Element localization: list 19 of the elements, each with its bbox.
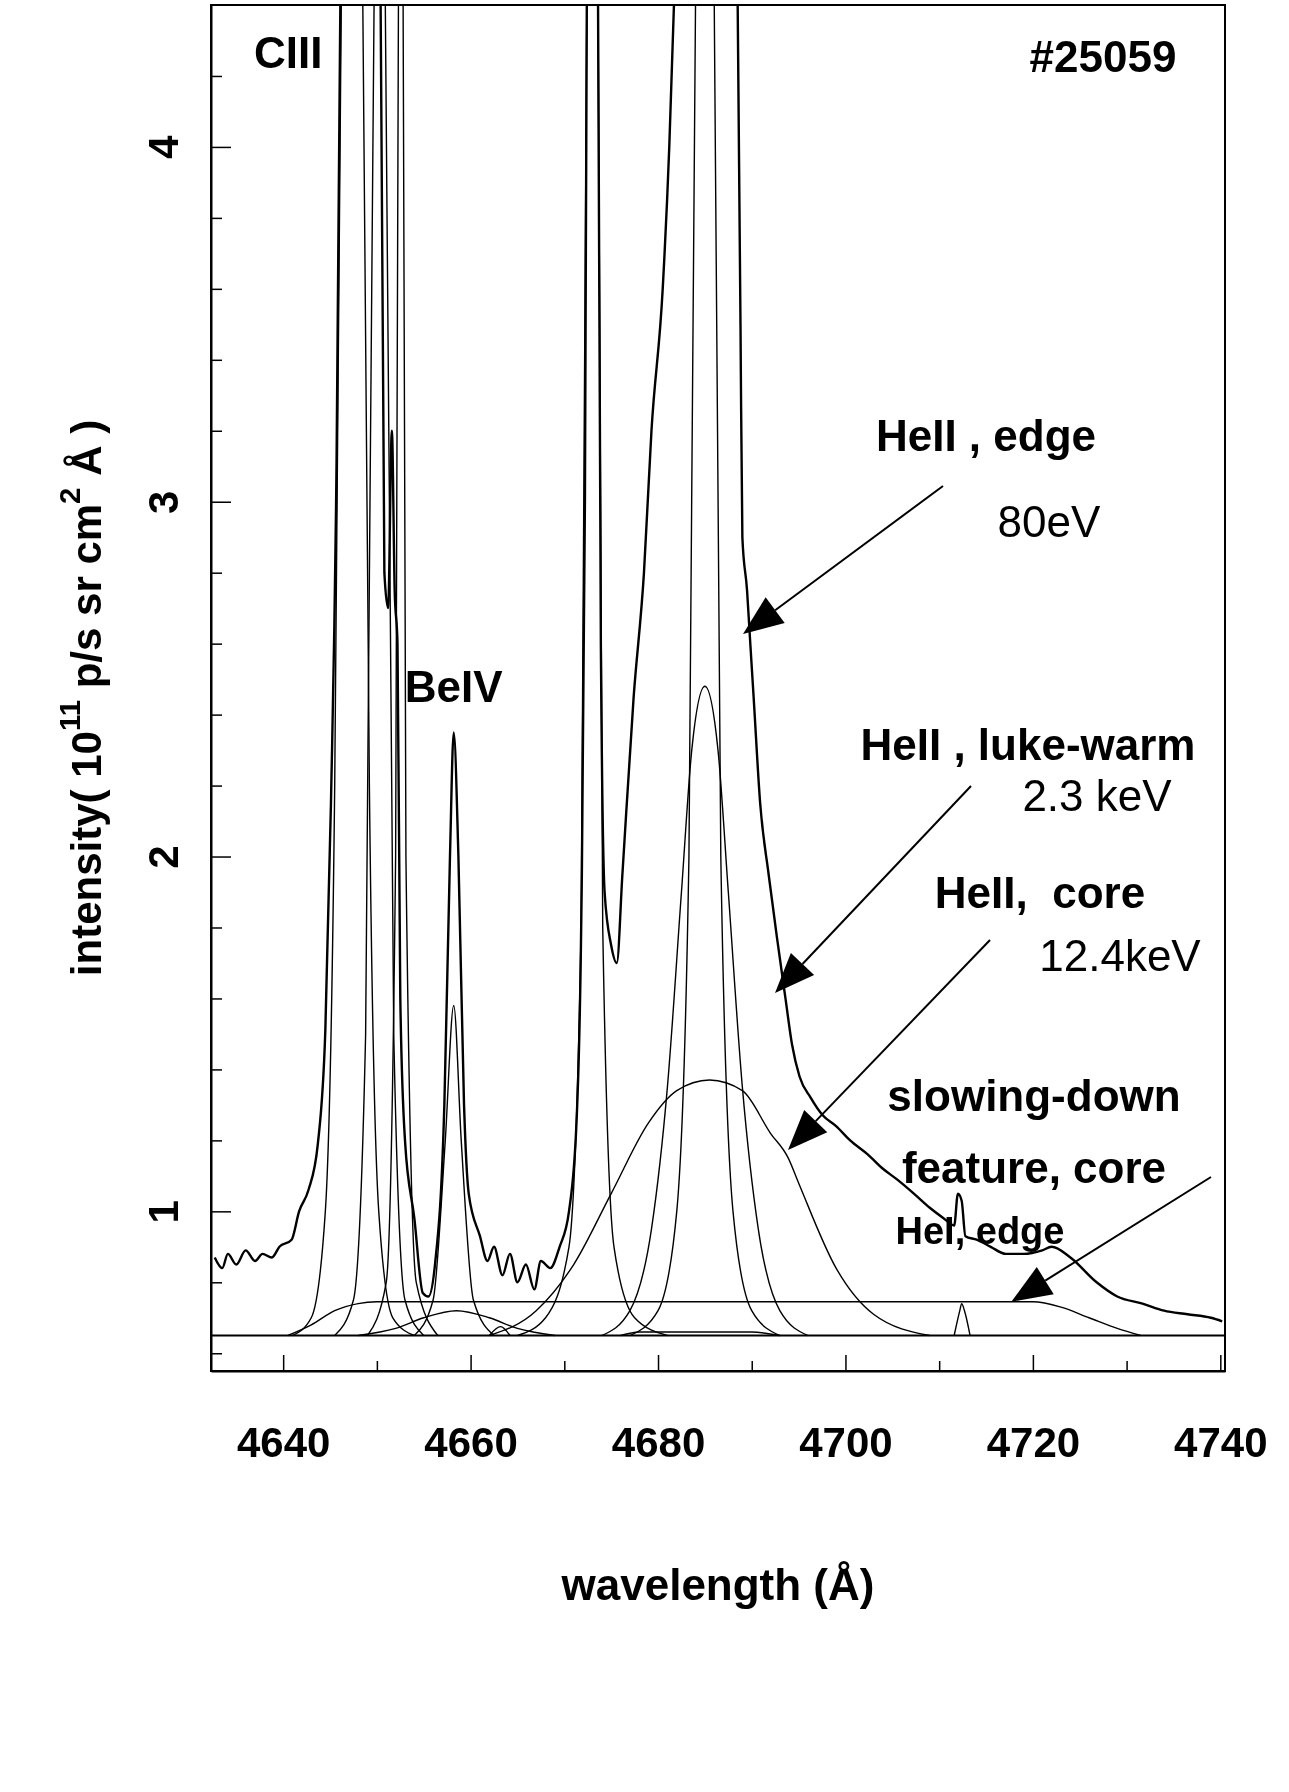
annotation: HeII , edge 80eV xyxy=(875,411,1102,546)
x-tick-label: 4680 xyxy=(611,1419,706,1466)
annotation: BeIV xyxy=(404,662,504,712)
x-tick-label: 4660 xyxy=(424,1419,518,1466)
x-tick-label: 4640 xyxy=(236,1419,331,1466)
x-axis-title: wavelength (Å) xyxy=(560,1560,875,1609)
annotation: HeII , luke-warm 2.3 keV xyxy=(860,720,1196,820)
annotation: #25059 xyxy=(1029,32,1177,81)
annotation: CIII xyxy=(254,28,323,77)
annotation: HeII, core 12.4keV xyxy=(934,868,1202,980)
y-tick-label: 4 xyxy=(139,135,187,160)
x-tick-label: 4700 xyxy=(799,1419,893,1466)
annotation: HeI, edge xyxy=(895,1210,1065,1252)
x-tick-label: 4740 xyxy=(1174,1419,1268,1466)
y-tick-label: 1 xyxy=(139,1200,187,1224)
annotation: slowing-down feature, core xyxy=(887,1071,1181,1192)
y-tick-label: 2 xyxy=(139,845,187,869)
y-tick-label: 3 xyxy=(139,490,187,514)
x-tick-label: 4720 xyxy=(986,1419,1081,1466)
